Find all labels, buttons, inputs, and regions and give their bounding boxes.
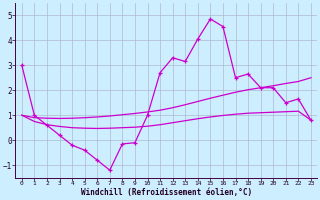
- X-axis label: Windchill (Refroidissement éolien,°C): Windchill (Refroidissement éolien,°C): [81, 188, 252, 197]
